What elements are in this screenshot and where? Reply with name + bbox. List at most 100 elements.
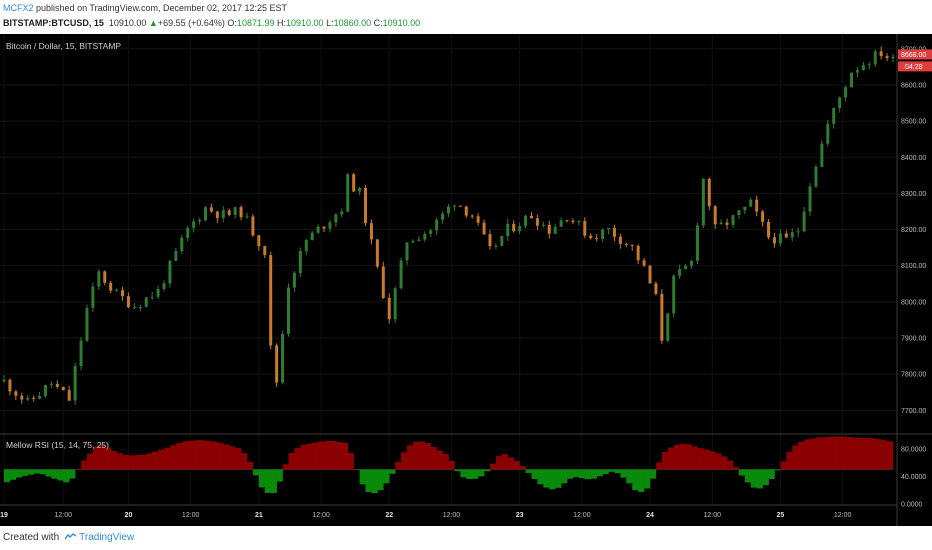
rsi-oversold-bar <box>608 469 615 472</box>
rsi-oversold-bar <box>572 469 580 477</box>
candle-body <box>583 221 587 236</box>
rsi-oversold-bar <box>15 469 23 478</box>
candle-body <box>482 222 486 235</box>
rsi-oversold-bar <box>454 469 461 472</box>
candle-body <box>198 219 202 222</box>
candle-body <box>725 222 729 225</box>
rsi-oversold-bar <box>756 469 763 489</box>
rsi-oversold-bar <box>584 469 592 480</box>
candle-body <box>648 265 652 284</box>
candle-body <box>26 397 30 400</box>
candle-body <box>464 206 468 216</box>
publication-line: MCFX2 published on TradingView.com, Dece… <box>3 3 287 13</box>
rsi-overbought-bar <box>863 438 870 470</box>
candle-body <box>364 187 368 224</box>
candle-body <box>518 226 522 232</box>
rsi-axis: 80.0000 40.0000 0.0000 <box>901 446 926 508</box>
candle-body <box>458 205 462 207</box>
candle-body <box>292 273 296 288</box>
candle-body <box>529 215 533 219</box>
candle-body <box>8 379 12 392</box>
candle-body <box>601 229 605 239</box>
rsi-overbought-bar <box>442 453 449 470</box>
chart-frame <box>0 34 932 526</box>
candle-body <box>701 178 705 226</box>
candle-body <box>695 225 699 261</box>
candle-body <box>624 243 628 245</box>
candle-body <box>85 307 89 341</box>
author-link[interactable]: MCFX2 <box>3 3 34 13</box>
candle-body <box>832 108 836 124</box>
candle-body <box>565 220 569 222</box>
candle-body <box>340 211 344 215</box>
published-text: published on TradingView.com, December 0… <box>36 3 288 13</box>
tradingview-link[interactable]: TradingView <box>79 532 135 543</box>
rsi-overbought-bar <box>673 444 680 470</box>
rsi-overbought-bar <box>703 449 710 470</box>
price-tick-label: 8300.00 <box>901 191 926 198</box>
rsi-oversold-bar <box>371 469 378 494</box>
rsi-oversold-bar <box>365 469 372 493</box>
time-tick-label: 12:00 <box>573 512 591 519</box>
candle-body <box>636 245 640 261</box>
rsi-overbought-bar <box>335 441 343 470</box>
rsi-overbought-bar <box>436 450 443 470</box>
candle-body <box>38 395 42 399</box>
candle-body <box>885 56 889 59</box>
candle-body <box>405 242 409 261</box>
candle-body <box>399 260 403 289</box>
rsi-overbought-bar <box>857 437 864 470</box>
candle-body <box>304 240 308 252</box>
candle-body <box>358 187 362 192</box>
rsi-overbought-bar <box>685 444 692 470</box>
candle-body <box>49 383 53 385</box>
candle-body <box>174 251 178 261</box>
rsi-overbought-bar <box>448 460 455 470</box>
price-chart[interactable]: Bitcoin / Dollar, 15, BITSTAMP Mellow RS… <box>0 34 932 526</box>
time-tick-label: 12:00 <box>182 512 200 519</box>
candle-body <box>43 384 47 396</box>
candle-body <box>749 199 753 207</box>
rsi-overbought-bar <box>341 442 349 470</box>
rsi-overbought-bar <box>98 444 106 470</box>
candle-body <box>2 379 6 382</box>
rsi-overbought-bar <box>211 441 218 470</box>
candle-body <box>334 214 338 223</box>
time-tick-label: 21 <box>255 512 263 519</box>
rsi-overbought-bar <box>827 436 835 470</box>
change-up-icon: ▲ <box>148 18 158 28</box>
candle-body <box>447 206 450 214</box>
candle-body <box>227 210 231 215</box>
candle-body <box>441 213 445 220</box>
rsi-oversold-bar <box>626 469 633 484</box>
rsi-oversold-bar <box>543 469 550 488</box>
candle-body <box>541 224 545 226</box>
candle-body <box>204 207 208 220</box>
candle-body <box>91 286 95 308</box>
candle-body <box>850 72 854 88</box>
rsi-oversold-bar <box>21 469 29 476</box>
candle-body <box>660 293 664 341</box>
rsi-overbought-bar <box>81 460 88 470</box>
rsi-overbought-bar <box>869 438 876 470</box>
rsi-oversold-bar <box>744 469 752 483</box>
rsi-oversold-bar <box>549 469 556 490</box>
price-tick-label: 8400.00 <box>901 155 926 162</box>
high-label: H: <box>277 18 286 28</box>
candle-body <box>435 219 439 231</box>
rsi-oversold-bar <box>4 469 11 483</box>
tradingview-logo-icon <box>65 533 77 540</box>
price-tick-label: 8200.00 <box>901 227 926 234</box>
candle-body <box>251 216 255 236</box>
rsi-oversold-bar <box>270 469 277 493</box>
candle-body <box>126 296 130 308</box>
candle-body <box>14 391 18 396</box>
candle-body <box>452 205 456 207</box>
candle-body <box>73 366 77 401</box>
price-tags: 8668.00 04:28 <box>898 49 932 72</box>
candle-body <box>215 211 219 219</box>
rsi-overbought-bar <box>318 441 325 470</box>
rsi-overbought-bar <box>86 453 94 470</box>
rsi-overbought-bar <box>501 453 509 470</box>
candle-body <box>109 282 113 291</box>
